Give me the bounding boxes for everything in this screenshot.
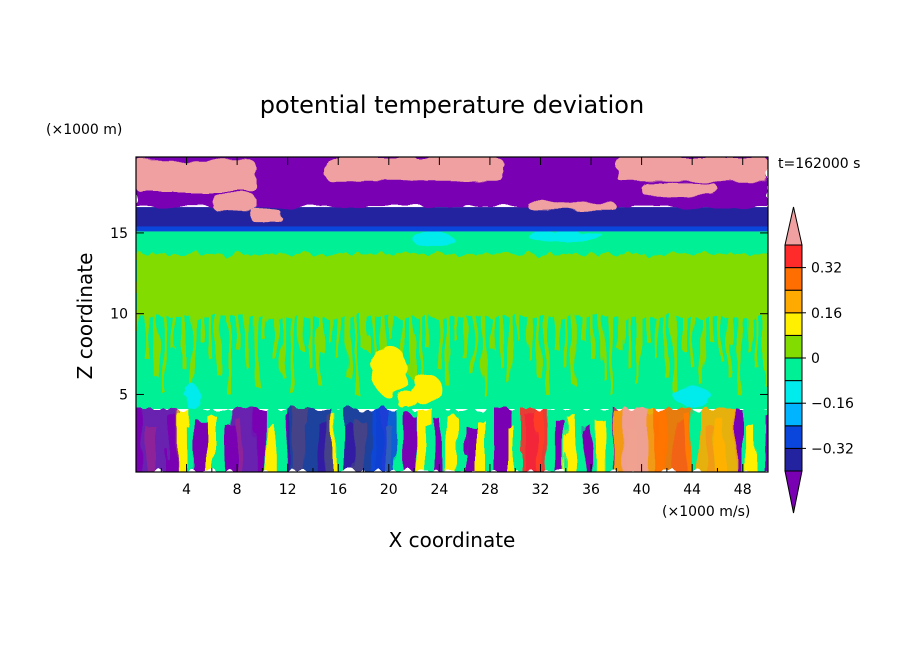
colorbar-swatch — [784, 312, 803, 336]
x-tick-label: 48 — [734, 482, 752, 498]
colorbar-label: 0 — [811, 351, 820, 367]
x-axis-label: X coordinate — [389, 528, 516, 552]
region-pink-clouds — [136, 157, 768, 222]
x-tick-label: 20 — [380, 482, 398, 498]
x-tick-label: 24 — [430, 482, 448, 498]
time-label: t=162000 s — [778, 156, 860, 172]
x-tick-label: 40 — [633, 482, 651, 498]
region-lightgreen — [136, 253, 768, 395]
contour-field — [136, 157, 768, 472]
plot-frame — [135, 156, 769, 473]
colorbar-over-triangle — [784, 206, 803, 246]
x-tick-label: 32 — [532, 482, 550, 498]
x-tick-label: 8 — [233, 482, 242, 498]
colorbar: 0.32 0.16 0 −0.16 −0.32 — [784, 206, 854, 514]
x-tick-label: 44 — [683, 482, 701, 498]
colorbar-swatch — [784, 334, 803, 359]
region-boundary-layer — [136, 409, 768, 472]
colorbar-swatch — [784, 402, 803, 427]
x-tick-label: 36 — [582, 482, 600, 498]
colorbar-swatch — [784, 380, 803, 404]
x-unit-label: (×1000 m/s) — [662, 504, 750, 520]
colorbar-swatch — [784, 267, 803, 291]
x-tick-label: 4 — [182, 482, 191, 498]
y-unit-label: (×1000 m) — [46, 122, 122, 138]
x-tick-label: 12 — [279, 482, 297, 498]
colorbar-swatch — [784, 425, 803, 449]
colorbar-label: −0.16 — [811, 396, 854, 412]
colorbar-label: 0.32 — [811, 261, 842, 277]
y-tick-label: 15 — [110, 226, 128, 242]
chart-title: potential temperature deviation — [260, 91, 644, 119]
region-cyan-spots — [185, 231, 712, 411]
y-tick-label: 5 — [119, 387, 128, 403]
region-yellow-patches — [371, 344, 442, 411]
colorbar-label: 0.16 — [811, 306, 842, 322]
colorbar-swatch — [784, 244, 803, 269]
x-axis-ticks: 4 8 12 16 20 24 28 32 36 40 44 48 — [160, 157, 752, 498]
y-axis-ticks: 5 10 15 — [110, 226, 768, 403]
colorbar-under-triangle — [784, 470, 803, 514]
colorbar-label: −0.32 — [811, 441, 854, 457]
y-tick-label: 10 — [110, 307, 128, 323]
colorbar-swatch — [784, 447, 803, 472]
colorbar-swatch — [784, 357, 803, 382]
colorbar-swatch — [784, 289, 803, 314]
x-tick-label: 28 — [481, 482, 499, 498]
x-tick-label: 16 — [329, 482, 347, 498]
y-axis-label: Z coordinate — [73, 253, 97, 380]
